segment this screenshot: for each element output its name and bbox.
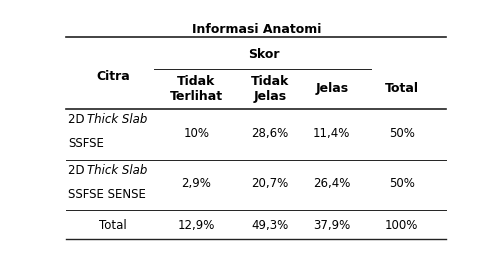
Text: SSFSE SENSE: SSFSE SENSE <box>68 188 146 201</box>
Text: Tidak
Jelas: Tidak Jelas <box>250 75 289 103</box>
Text: 11,4%: 11,4% <box>313 127 350 140</box>
Text: 2D: 2D <box>68 113 88 126</box>
Text: 10%: 10% <box>183 127 209 140</box>
Text: Skor: Skor <box>248 48 280 61</box>
Text: Informasi Anatomi: Informasi Anatomi <box>192 24 321 36</box>
Text: 2D: 2D <box>68 163 88 177</box>
Text: 26,4%: 26,4% <box>313 177 350 190</box>
Text: 2,9%: 2,9% <box>181 177 211 190</box>
Text: Tidak
Terlihat: Tidak Terlihat <box>170 75 223 103</box>
Text: Citra: Citra <box>96 70 130 83</box>
Text: SSFSE: SSFSE <box>68 137 104 150</box>
Text: Jelas: Jelas <box>316 83 348 95</box>
Text: 50%: 50% <box>388 177 414 190</box>
Text: 37,9%: 37,9% <box>313 219 350 232</box>
Text: 50%: 50% <box>388 127 414 140</box>
Text: 12,9%: 12,9% <box>178 219 215 232</box>
Text: Thick Slab: Thick Slab <box>87 113 148 126</box>
Text: Thick Slab: Thick Slab <box>87 163 148 177</box>
Text: Total: Total <box>384 83 418 95</box>
Text: Total: Total <box>99 219 127 232</box>
Text: 28,6%: 28,6% <box>251 127 288 140</box>
Text: 49,3%: 49,3% <box>251 219 288 232</box>
Text: 100%: 100% <box>385 219 418 232</box>
Text: 20,7%: 20,7% <box>251 177 288 190</box>
